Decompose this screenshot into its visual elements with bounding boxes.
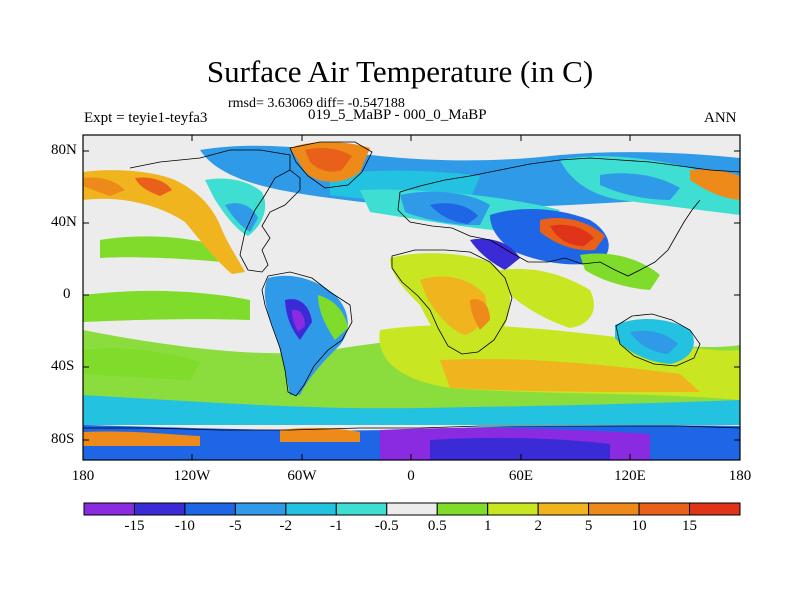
lon-tick-label: 60W	[287, 468, 317, 484]
lat-tick-label: 40S	[51, 358, 75, 374]
experiment-label: Expt = teyie1-teyfa3	[84, 110, 208, 126]
colorbar-swatch	[638, 502, 691, 516]
lat-tick-label: 80S	[51, 431, 75, 447]
lon-tick-label: 180	[728, 468, 752, 484]
colorbar-swatch	[487, 502, 539, 516]
stats-subtitle: rmsd= 3.63069 diff= -0.547188	[228, 96, 405, 111]
colorbar-label: -2	[279, 518, 293, 534]
lat-tick-label: 0	[63, 286, 71, 302]
colorbar-label: -0.5	[374, 518, 399, 534]
colorbar-label: 0.5	[427, 518, 447, 534]
colorbar-swatch	[436, 502, 489, 516]
colorbar-label: -1	[330, 518, 343, 534]
lat-tick-label: 80N	[51, 142, 77, 158]
axis-ticks	[82, 135, 741, 460]
colorbar-label: -5	[229, 518, 242, 534]
figure-title: Surface Air Temperature (in C)	[206, 54, 594, 89]
colorbar	[83, 502, 741, 516]
continent-outlines	[83, 141, 740, 431]
colorbar-label: 15	[682, 518, 697, 534]
colorbar-label: 10	[631, 518, 647, 534]
season-label: ANN	[704, 110, 737, 126]
lon-tick-label: 120E	[614, 468, 646, 484]
colorbar-swatch	[689, 502, 741, 516]
lon-tick-label: 0	[407, 468, 415, 484]
colorbar-swatch	[335, 502, 388, 516]
colorbar-swatch	[234, 502, 287, 516]
lat-tick-label: 40N	[51, 214, 77, 230]
colorbar-swatch	[588, 502, 640, 516]
lon-tick-label: 120W	[173, 468, 211, 484]
colorbar-swatch	[285, 502, 337, 516]
map-plot-area	[83, 135, 740, 460]
colorbar-label: 5	[584, 518, 593, 534]
colorbar-swatch	[386, 502, 438, 516]
period-label: 019_5_MaBP - 000_0_MaBP	[308, 107, 487, 123]
colorbar-label: 1	[483, 518, 492, 534]
colorbar-label: -15	[124, 518, 145, 534]
lon-tick-label: 180	[71, 468, 95, 484]
colorbar-swatch	[133, 502, 186, 516]
colorbar-label: 2	[534, 518, 542, 534]
colorbar-label: -10	[174, 518, 195, 534]
lon-tick-label: 60E	[508, 468, 534, 484]
colorbar-swatch	[537, 502, 590, 516]
colorbar-swatch	[83, 502, 135, 516]
colorbar-swatch	[184, 502, 236, 516]
